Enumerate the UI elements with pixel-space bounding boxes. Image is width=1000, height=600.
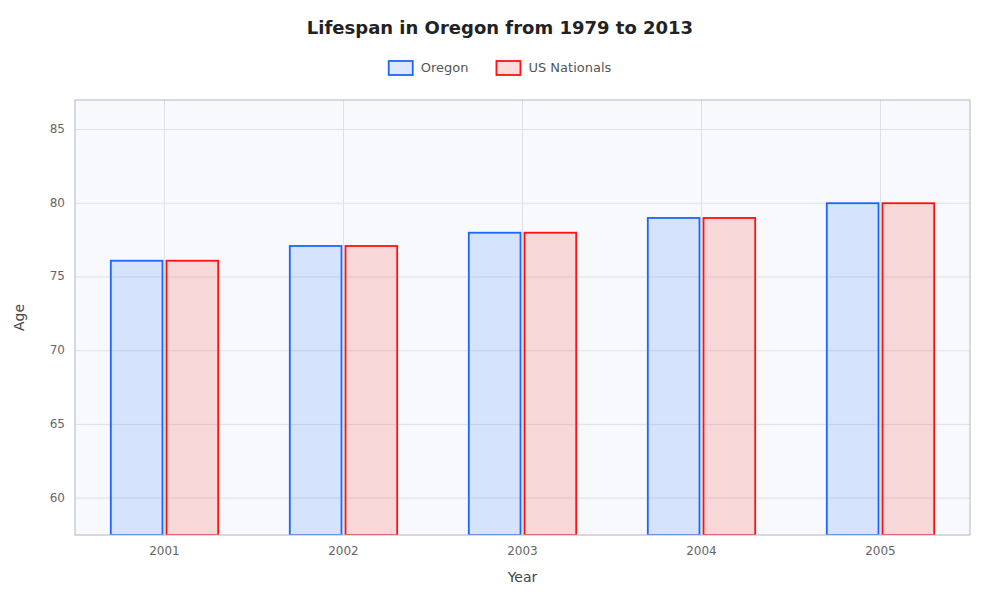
x-axis-label: Year — [507, 569, 538, 585]
y-tick-label: 60 — [50, 491, 65, 505]
x-grid-line — [701, 100, 702, 535]
bars — [111, 203, 934, 535]
y-tick-label: 70 — [50, 343, 65, 357]
x-grid-line — [343, 100, 344, 535]
bar — [167, 261, 219, 535]
bar — [290, 246, 342, 535]
y-axis-label: Age — [11, 304, 27, 331]
legend: Oregon US Nationals — [389, 60, 612, 76]
y-tick-label: 75 — [50, 269, 65, 283]
plot-background — [75, 100, 970, 535]
x-tick-label: 2002 — [328, 544, 359, 558]
x-grid-line — [880, 100, 881, 535]
x-tick-label: 2003 — [507, 544, 538, 558]
x-tick-label: 2004 — [686, 544, 717, 558]
legend-label: US Nationals — [528, 60, 611, 75]
bar — [469, 233, 521, 535]
bar — [704, 218, 756, 535]
y-tick-label: 65 — [50, 417, 65, 431]
x-grid-line — [522, 100, 523, 535]
legend-item: Oregon — [389, 60, 469, 76]
bar — [648, 218, 700, 535]
bar — [883, 203, 935, 535]
plot-frame — [75, 100, 970, 535]
legend-swatch — [389, 61, 413, 75]
x-grid-line — [164, 100, 165, 535]
title: Lifespan in Oregon from 1979 to 2013 — [307, 17, 693, 38]
chart-container: 60 65 70 75 80 85 2001 2002 2003 2004 2005 Lifespan… — [0, 0, 1000, 600]
bar — [827, 203, 879, 535]
bar — [525, 233, 577, 535]
chart: 60 65 70 75 80 85 2001 2002 2003 2004 2005 Lifespan… — [0, 0, 1000, 600]
bar — [346, 246, 398, 535]
legend-label: Oregon — [421, 60, 469, 75]
grid — [75, 100, 970, 535]
y-tick-label: 80 — [50, 196, 65, 210]
x-tick-label: 2005 — [865, 544, 896, 558]
legend-item: US Nationals — [496, 60, 611, 76]
y-tick-label: 85 — [50, 122, 65, 136]
x-tick-label: 2001 — [149, 544, 180, 558]
bar — [111, 261, 163, 535]
legend-swatch — [496, 61, 520, 75]
